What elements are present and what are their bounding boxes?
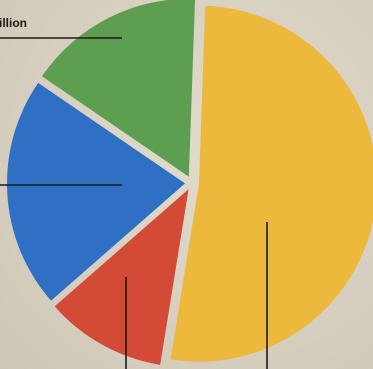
slice-green bbox=[41, 0, 196, 177]
slice-red bbox=[54, 189, 189, 365]
slice-yellow bbox=[170, 5, 373, 362]
pie-slices bbox=[7, 0, 373, 365]
leader-lines bbox=[0, 37, 268, 369]
slice-blue bbox=[7, 82, 186, 301]
slice-label-green: illion bbox=[0, 16, 27, 30]
